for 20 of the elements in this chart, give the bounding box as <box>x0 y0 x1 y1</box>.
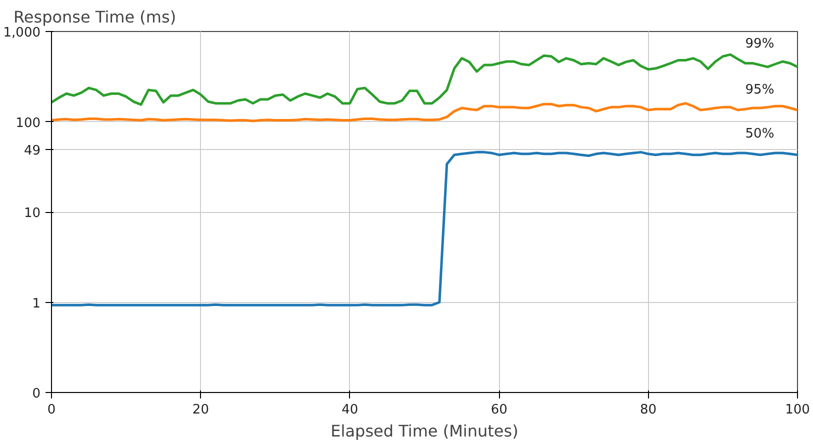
y-tick-label: 1 <box>32 296 41 312</box>
x-tick-label: 40 <box>342 402 358 418</box>
y-tick-label: 49 <box>24 144 41 159</box>
series-label: 99% <box>745 36 774 52</box>
line-series <box>52 150 798 306</box>
series-label: 95% <box>745 82 774 98</box>
x-tick-label: 80 <box>640 402 657 418</box>
y-tick-label: 0 <box>32 386 41 402</box>
y-tick-label: 10 <box>24 206 41 221</box>
y-tick-label: 1,000 <box>3 26 40 40</box>
line-series <box>52 102 798 122</box>
line-series <box>52 53 798 106</box>
series-label: 50% <box>745 126 774 142</box>
x-tick-label: 60 <box>490 402 508 418</box>
y-tick-label: 100 <box>16 116 41 131</box>
x-axis-title: Elapsed Time (Minutes) <box>330 422 518 440</box>
y-axis-title: Response Time (ms) <box>14 8 176 26</box>
x-tick-label: 100 <box>785 402 810 418</box>
x-tick-label: 0 <box>47 402 56 418</box>
x-tick-label: 20 <box>192 402 209 418</box>
